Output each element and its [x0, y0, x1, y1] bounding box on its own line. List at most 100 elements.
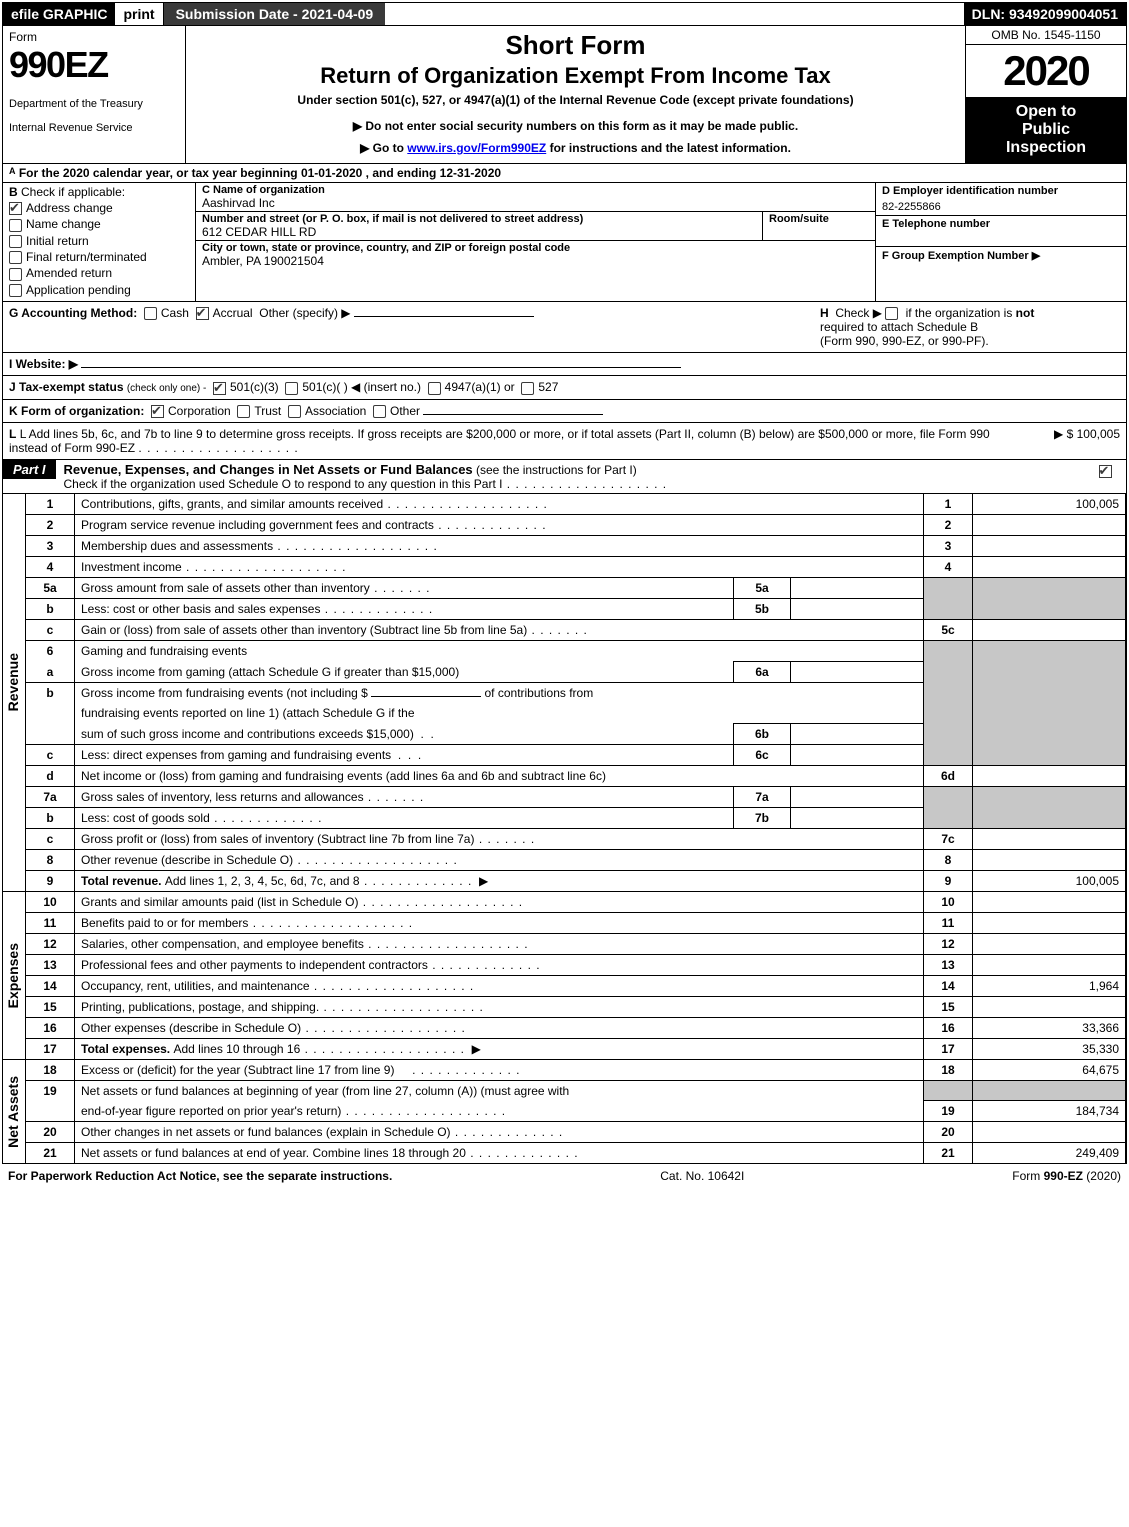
row12-text: Salaries, other compensation, and employ…	[81, 937, 364, 951]
h-checkbox[interactable]	[885, 307, 898, 320]
row17-num: 17	[26, 1038, 75, 1059]
row19-shade	[924, 1080, 973, 1101]
row5a-sub: 5a	[734, 577, 791, 598]
footer-r3: (2020)	[1083, 1169, 1121, 1183]
row18-val: 64,675	[973, 1059, 1126, 1080]
corporation-checkbox[interactable]	[151, 405, 164, 418]
row2-text: Program service revenue including govern…	[81, 518, 434, 532]
application-pending-checkbox[interactable]	[9, 284, 22, 297]
line-i: I Website: ▶	[3, 353, 1126, 376]
501c-label: 501(c)( )	[302, 380, 347, 394]
trust-checkbox[interactable]	[237, 405, 250, 418]
row6b-text1: Gross income from fundraising events (no…	[81, 686, 368, 700]
name-change-checkbox[interactable]	[9, 219, 22, 232]
block-d: D Employer identification number 82-2255…	[876, 183, 1126, 301]
amended-return-checkbox[interactable]	[9, 268, 22, 281]
row21-val: 249,409	[973, 1143, 1126, 1164]
501c-checkbox[interactable]	[285, 382, 298, 395]
row18-text: Excess or (deficit) for the year (Subtra…	[81, 1063, 394, 1077]
line-a-text: For the 2020 calendar year, or tax year …	[19, 166, 501, 180]
other-org-input[interactable]	[423, 414, 603, 415]
initial-return-label: Initial return	[26, 234, 89, 248]
row15-text: Printing, publications, postage, and shi…	[81, 1000, 319, 1014]
footer-left: For Paperwork Reduction Act Notice, see …	[8, 1169, 392, 1183]
h-text4: (Form 990, 990-EZ, or 990-PF).	[820, 334, 989, 348]
cash-checkbox[interactable]	[144, 307, 157, 320]
g-label: G Accounting Method:	[9, 306, 137, 320]
row6c-text: Less: direct expenses from gaming and fu…	[81, 748, 391, 762]
accrual-checkbox[interactable]	[196, 307, 209, 320]
footer: For Paperwork Reduction Act Notice, see …	[2, 1166, 1127, 1186]
corp-label: Corporation	[168, 404, 231, 418]
dept-treasury: Department of the Treasury	[9, 98, 179, 110]
row16-val: 33,366	[973, 1017, 1126, 1038]
row6b-num: b	[26, 682, 75, 703]
row7b-text: Less: cost of goods sold	[81, 811, 210, 825]
goto-post: for instructions and the latest informat…	[546, 141, 791, 155]
address-change-checkbox[interactable]	[9, 202, 22, 215]
row7-shadeval	[973, 786, 1126, 828]
form-container: efile GRAPHIC print Submission Date - 20…	[2, 2, 1127, 1164]
row16-num: 16	[26, 1017, 75, 1038]
block-b: B Check if applicable: Address change Na…	[3, 183, 196, 301]
part1-label: Part I	[3, 460, 56, 479]
part1-schedule-o-checkbox[interactable]	[1099, 465, 1112, 478]
row3-rnum: 3	[924, 535, 973, 556]
527-checkbox[interactable]	[521, 382, 534, 395]
row5c-val	[973, 619, 1126, 640]
lines-table: Revenue 1 Contributions, gifts, grants, …	[3, 494, 1126, 1164]
row5c-text: Gain or (loss) from sale of assets other…	[81, 623, 527, 637]
other-method-input[interactable]	[354, 316, 534, 317]
row6d-num: d	[26, 765, 75, 786]
527-label: 527	[538, 380, 558, 394]
other-org-checkbox[interactable]	[373, 405, 386, 418]
row6a-sub: 6a	[734, 661, 791, 682]
row6b-text2: of contributions from	[485, 686, 594, 700]
row4-num: 4	[26, 556, 75, 577]
entity-block: B Check if applicable: Address change Na…	[3, 183, 1126, 302]
k-label: K Form of organization:	[9, 404, 144, 418]
netassets-vlabel: Net Assets	[3, 1074, 23, 1150]
row2-rnum: 2	[924, 514, 973, 535]
h-label: H	[820, 306, 829, 320]
initial-return-checkbox[interactable]	[9, 235, 22, 248]
row17-text-b: Total expenses.	[81, 1042, 173, 1056]
irs-link[interactable]: www.irs.gov/Form990EZ	[407, 141, 546, 155]
association-checkbox[interactable]	[288, 405, 301, 418]
group-exemption-label: F Group Exemption Number ▶	[882, 249, 1120, 262]
row6b-blank[interactable]	[371, 696, 481, 697]
row14-val: 1,964	[973, 975, 1126, 996]
501c3-checkbox[interactable]	[213, 382, 226, 395]
row20-rnum: 20	[924, 1122, 973, 1143]
row6d-val	[973, 765, 1126, 786]
row4-text: Investment income	[81, 560, 182, 574]
row12-num: 12	[26, 933, 75, 954]
row21-rnum: 21	[924, 1143, 973, 1164]
j-label: J Tax-exempt status	[9, 380, 124, 394]
row17-val: 35,330	[973, 1038, 1126, 1059]
website-label: I Website: ▶	[9, 357, 78, 371]
row13-text: Professional fees and other payments to …	[81, 958, 428, 972]
final-return-label: Final return/terminated	[26, 250, 147, 264]
row5a-num: 5a	[26, 577, 75, 598]
submission-date: Submission Date - 2021-04-09	[164, 3, 386, 25]
website-input[interactable]	[81, 367, 681, 368]
row1-val: 100,005	[973, 494, 1126, 515]
row18-rnum: 18	[924, 1059, 973, 1080]
row7c-num: c	[26, 828, 75, 849]
row10-num: 10	[26, 891, 75, 912]
row5ab-shade	[924, 577, 973, 619]
row5b-subval	[791, 598, 924, 619]
row7b-subval	[791, 807, 924, 828]
amended-return-label: Amended return	[26, 266, 112, 280]
print-button[interactable]: print	[115, 3, 163, 25]
row3-text: Membership dues and assessments	[81, 539, 273, 553]
name-change-label: Name change	[26, 217, 101, 231]
part1-check-text: Check if the organization used Schedule …	[64, 477, 503, 491]
footer-right: Form 990-EZ (2020)	[1012, 1169, 1121, 1183]
street-value: 612 CEDAR HILL RD	[202, 225, 756, 239]
row21-text: Net assets or fund balances at end of ye…	[81, 1146, 466, 1160]
final-return-checkbox[interactable]	[9, 251, 22, 264]
4947-checkbox[interactable]	[428, 382, 441, 395]
row5b-text: Less: cost or other basis and sales expe…	[81, 602, 320, 616]
